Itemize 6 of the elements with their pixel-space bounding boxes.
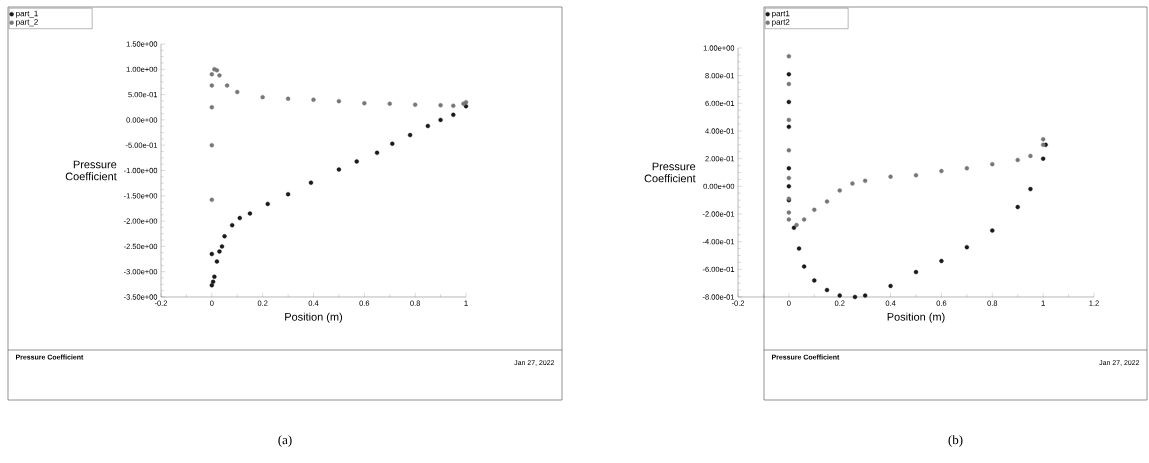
x-axis-title: Position (m)	[285, 312, 343, 323]
text: (b)	[948, 435, 963, 447]
y-axis-title: Pressure Coefficient	[65, 160, 117, 181]
y-axis-title: Pressure Coefficient	[644, 162, 696, 183]
x-axis-title: Position (m)	[887, 312, 945, 323]
text: (a)	[278, 435, 292, 447]
